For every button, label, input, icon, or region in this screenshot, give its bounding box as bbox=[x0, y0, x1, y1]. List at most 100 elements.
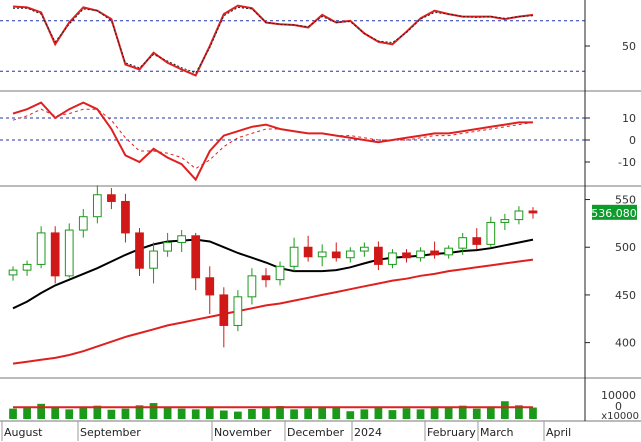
price-panel: 550 500 450 400 536.080 bbox=[8, 185, 637, 365]
candle-body bbox=[22, 263, 32, 271]
volume-bar bbox=[65, 409, 74, 419]
volume-tick-label: 10000 bbox=[601, 389, 636, 402]
volume-bar bbox=[318, 407, 327, 419]
volume-bar bbox=[191, 409, 200, 419]
x-tick-label: February bbox=[427, 426, 476, 439]
moving-average-line bbox=[12, 258, 534, 365]
macd-tick-label: -10 bbox=[618, 156, 636, 169]
volume-bar bbox=[107, 409, 116, 419]
candle-body bbox=[50, 232, 60, 277]
x-tick-label: November bbox=[214, 426, 272, 439]
rsi-tick-label: 50 bbox=[622, 40, 636, 53]
moving-average-line bbox=[12, 238, 534, 310]
volume-bar bbox=[219, 410, 228, 419]
volume-bar bbox=[332, 407, 341, 419]
volume-bar bbox=[163, 407, 172, 419]
volume-bar bbox=[93, 405, 102, 419]
candle-body bbox=[177, 235, 187, 243]
candle-body bbox=[135, 232, 144, 269]
volume-unit-label: x10000 bbox=[601, 411, 639, 422]
price-tick-label: 550 bbox=[615, 194, 636, 207]
x-tick-label: March bbox=[480, 426, 514, 439]
candle-body bbox=[78, 216, 88, 231]
volume-bar bbox=[248, 409, 256, 419]
volume-bar bbox=[501, 401, 509, 419]
candle-body bbox=[163, 241, 172, 252]
candle-body bbox=[444, 247, 454, 256]
volume-bar bbox=[402, 408, 411, 419]
volume-bar bbox=[304, 408, 312, 419]
x-tick-label: August bbox=[4, 426, 43, 439]
rsi-series-line bbox=[13, 6, 534, 74]
volume-bar bbox=[9, 408, 17, 419]
price-tick-label: 400 bbox=[615, 337, 636, 350]
candle-body bbox=[107, 194, 116, 202]
volume-bar bbox=[51, 407, 60, 419]
candle-body bbox=[472, 237, 482, 245]
candle-body bbox=[64, 229, 74, 277]
macd-tick-label: 10 bbox=[622, 112, 636, 125]
x-tick-label: December bbox=[287, 426, 345, 439]
candle-body bbox=[430, 250, 439, 256]
volume-bar bbox=[23, 406, 31, 419]
volume-bar bbox=[515, 405, 523, 419]
candle-body bbox=[331, 251, 341, 259]
candle-body bbox=[345, 250, 355, 259]
candle-body bbox=[289, 246, 299, 267]
last-price-badge bbox=[592, 204, 637, 220]
volume-bar bbox=[416, 409, 425, 419]
candle-body bbox=[8, 269, 18, 276]
volume-bar bbox=[276, 406, 284, 419]
volume-bar bbox=[79, 407, 88, 419]
candle-body bbox=[388, 252, 397, 265]
volume-bar bbox=[374, 406, 383, 419]
candle-body bbox=[458, 237, 468, 249]
macd-series-line bbox=[12, 108, 534, 170]
candle-body bbox=[36, 232, 46, 265]
volume-bar bbox=[388, 410, 397, 419]
candle-body bbox=[261, 275, 271, 281]
candle-body bbox=[121, 200, 130, 234]
candle-body bbox=[500, 219, 510, 223]
candle-body bbox=[219, 294, 229, 326]
candle-body bbox=[402, 252, 411, 259]
x-axis: August September November December 2024 Febru… bbox=[1, 421, 571, 441]
candle-body bbox=[191, 235, 201, 279]
volume-bar bbox=[234, 411, 242, 419]
rsi-series-line bbox=[12, 4, 534, 77]
volume-bar bbox=[430, 406, 439, 419]
volume-bar bbox=[458, 405, 467, 419]
volume-tick-label: 0 bbox=[615, 400, 622, 413]
macd-panel: 10 0 -10 bbox=[0, 101, 636, 182]
rsi-panel: 50 bbox=[0, 4, 636, 77]
price-tick-label: 450 bbox=[615, 289, 636, 302]
candle-body bbox=[275, 265, 285, 281]
candle-body bbox=[528, 210, 538, 214]
candle-body bbox=[247, 275, 257, 298]
candle-body bbox=[514, 210, 524, 221]
volume-bar bbox=[135, 405, 144, 419]
candle-body bbox=[317, 251, 327, 258]
candle-body bbox=[374, 246, 383, 265]
x-tick-label: September bbox=[80, 426, 141, 439]
candle-body bbox=[416, 250, 425, 259]
candle-body bbox=[92, 194, 102, 218]
candle-body bbox=[233, 296, 243, 326]
volume-bar bbox=[290, 409, 298, 419]
volume-bar bbox=[529, 407, 537, 419]
volume-bar bbox=[177, 408, 186, 419]
volume-bar bbox=[360, 409, 369, 419]
macd-tick-label: 0 bbox=[629, 134, 636, 147]
volume-bar bbox=[121, 408, 130, 419]
volume-bar bbox=[262, 407, 270, 419]
candle-body bbox=[149, 250, 158, 269]
volume-bar bbox=[346, 411, 355, 419]
volume-bar bbox=[149, 403, 158, 419]
macd-series-line bbox=[12, 101, 533, 182]
candle-body bbox=[303, 246, 313, 258]
last-price-label: 536.080 bbox=[591, 207, 637, 220]
x-tick-label: 2024 bbox=[354, 426, 382, 439]
price-tick-label: 500 bbox=[615, 241, 636, 254]
